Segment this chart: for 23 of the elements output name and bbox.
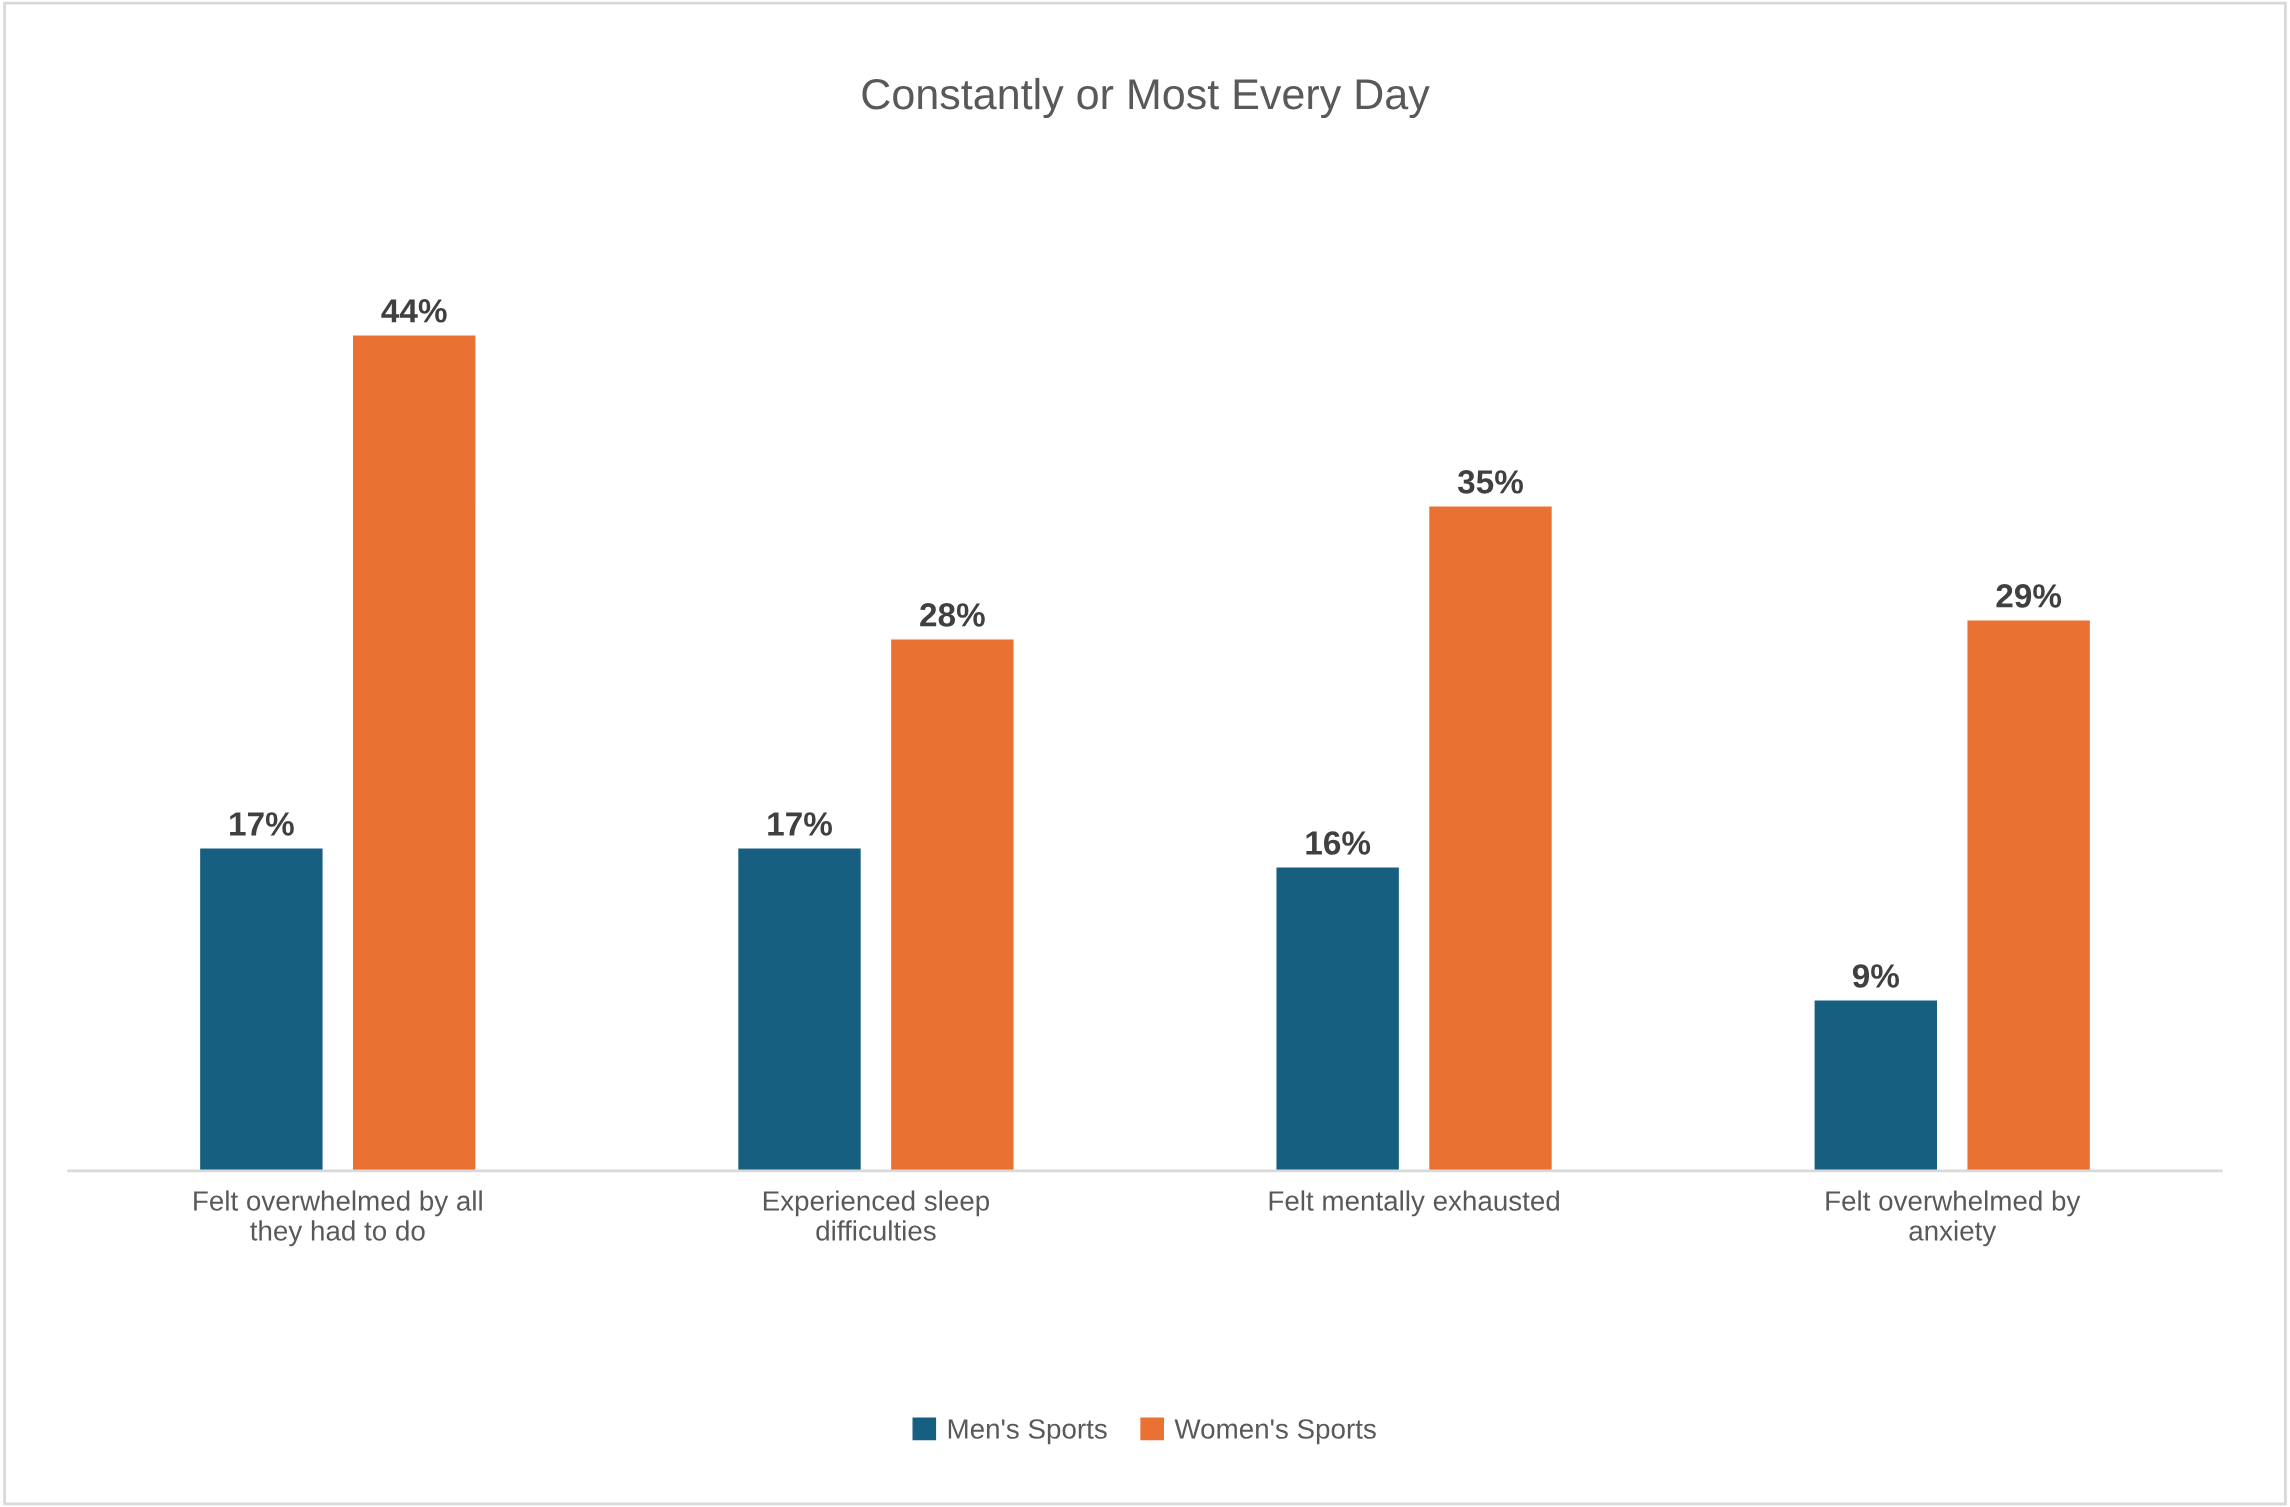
x-tick-label: Experienced sleep difficulties [763, 1190, 990, 1241]
x-tick-label: Felt mentally exhausted [1269, 1190, 1559, 1217]
data-label: 17% [230, 812, 294, 836]
data-label: 28% [920, 603, 985, 627]
data-label: 29% [1996, 584, 2062, 608]
bar [1966, 619, 2092, 1171]
data-label: 17% [768, 812, 832, 836]
bar [1427, 505, 1554, 1171]
chart-title: Constantly or Most Every Day [862, 77, 1430, 119]
x-tick-label: Felt overwhelmed by all they had to do [194, 1190, 482, 1247]
data-label: 35% [1457, 470, 1523, 494]
bar [1275, 866, 1401, 1171]
bar [736, 847, 863, 1171]
bar [1813, 999, 1939, 1171]
data-label: 44% [381, 299, 447, 323]
data-label: 9% [1852, 964, 1900, 988]
bar [198, 847, 324, 1171]
legend-label: Men's Sports [948, 1419, 1107, 1445]
legend-label: Women's Sports [1174, 1419, 1376, 1445]
data-label: 16% [1306, 831, 1371, 855]
x-tick-label: Felt overwhelmed by anxiety [1826, 1190, 2081, 1247]
bar [889, 638, 1015, 1171]
bar [351, 334, 477, 1171]
